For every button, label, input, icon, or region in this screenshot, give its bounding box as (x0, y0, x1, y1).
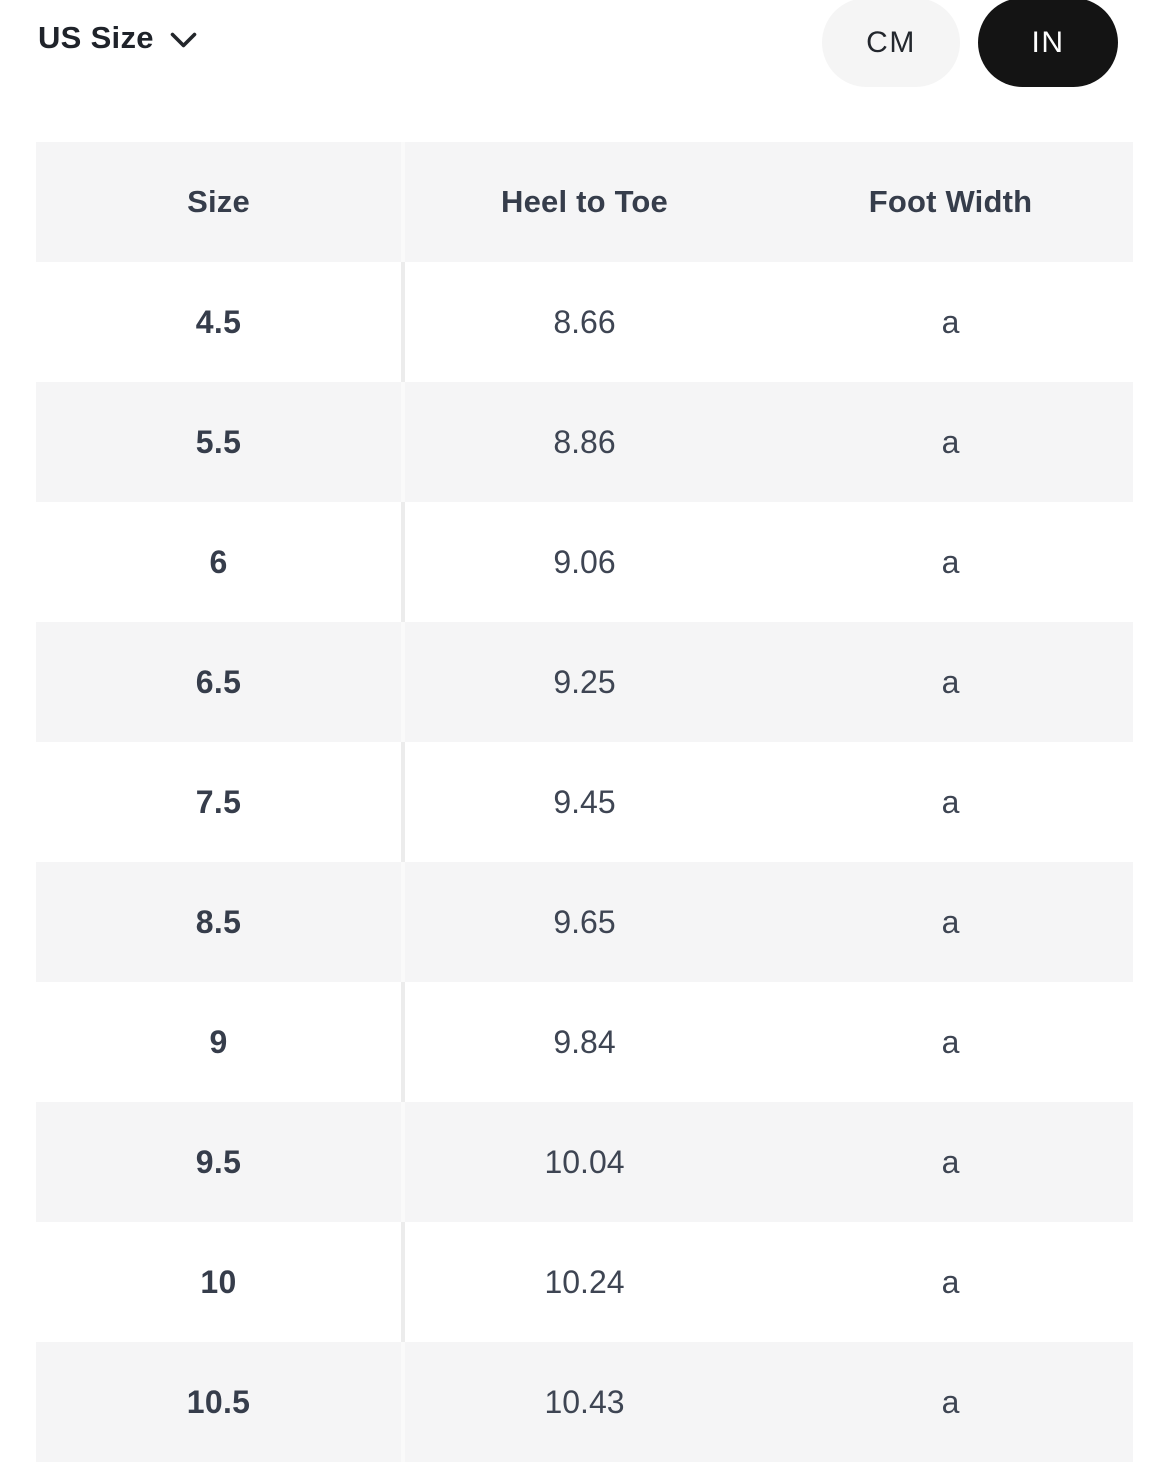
us-size-dropdown[interactable]: US Size (38, 22, 197, 53)
in-unit-button[interactable]: IN (978, 0, 1118, 87)
table-row: 6.5 9.25 a (36, 622, 1133, 742)
foot-width-cell: a (941, 1263, 960, 1300)
foot-width-cell: a (941, 543, 960, 580)
heel-to-toe-cell: 9.84 (553, 1023, 616, 1060)
heel-to-toe-cell: 9.45 (553, 783, 616, 820)
heel-to-toe-cell: 9.65 (553, 903, 616, 940)
table-row: 8.5 9.65 a (36, 862, 1133, 982)
table-row: 10.5 10.43 a (36, 1342, 1133, 1462)
foot-width-cell: a (941, 903, 960, 940)
size-cell: 6.5 (195, 663, 242, 700)
size-cell: 4.5 (195, 303, 242, 340)
column-header-heel-to-toe: Heel to Toe (501, 184, 668, 219)
table-row: 9.5 10.04 a (36, 1102, 1133, 1222)
foot-width-cell: a (941, 1143, 960, 1180)
column-header-foot-width: Foot Width (868, 184, 1033, 219)
cm-unit-button[interactable]: CM (822, 0, 960, 87)
size-cell: 10.5 (186, 1383, 251, 1420)
table-header-row: Size Heel to Toe Foot Width (36, 142, 1133, 262)
table-row: 7.5 9.45 a (36, 742, 1133, 862)
table-row: 10 10.24 a (36, 1222, 1133, 1342)
table-row: 9 9.84 a (36, 982, 1133, 1102)
table-row: 5.5 8.86 a (36, 382, 1133, 502)
foot-width-cell: a (941, 1383, 960, 1420)
size-cell: 6 (209, 543, 228, 580)
foot-width-cell: a (941, 783, 960, 820)
size-cell: 8.5 (195, 903, 242, 940)
size-cell: 10 (200, 1263, 237, 1300)
size-chart-table: Size Heel to Toe Foot Width 4.5 8.66 a 5… (36, 142, 1133, 1462)
foot-width-cell: a (941, 1023, 960, 1060)
foot-width-cell: a (941, 663, 960, 700)
us-size-label: US Size (38, 20, 154, 55)
size-cell: 9 (209, 1023, 228, 1060)
topbar: US Size CM IN (0, 0, 1170, 110)
foot-width-cell: a (941, 423, 960, 460)
heel-to-toe-cell: 9.25 (553, 663, 616, 700)
heel-to-toe-cell: 9.06 (553, 543, 616, 580)
heel-to-toe-cell: 8.66 (553, 303, 616, 340)
size-cell: 7.5 (195, 783, 242, 820)
heel-to-toe-cell: 8.86 (553, 423, 616, 460)
table-row: 4.5 8.66 a (36, 262, 1133, 382)
size-cell: 5.5 (195, 423, 242, 460)
chevron-down-icon (170, 32, 197, 49)
heel-to-toe-cell: 10.04 (544, 1143, 625, 1180)
size-cell: 9.5 (195, 1143, 242, 1180)
heel-to-toe-cell: 10.24 (544, 1263, 625, 1300)
table-row: 6 9.06 a (36, 502, 1133, 622)
column-header-size: Size (187, 184, 250, 219)
foot-width-cell: a (941, 303, 960, 340)
heel-to-toe-cell: 10.43 (544, 1383, 625, 1420)
